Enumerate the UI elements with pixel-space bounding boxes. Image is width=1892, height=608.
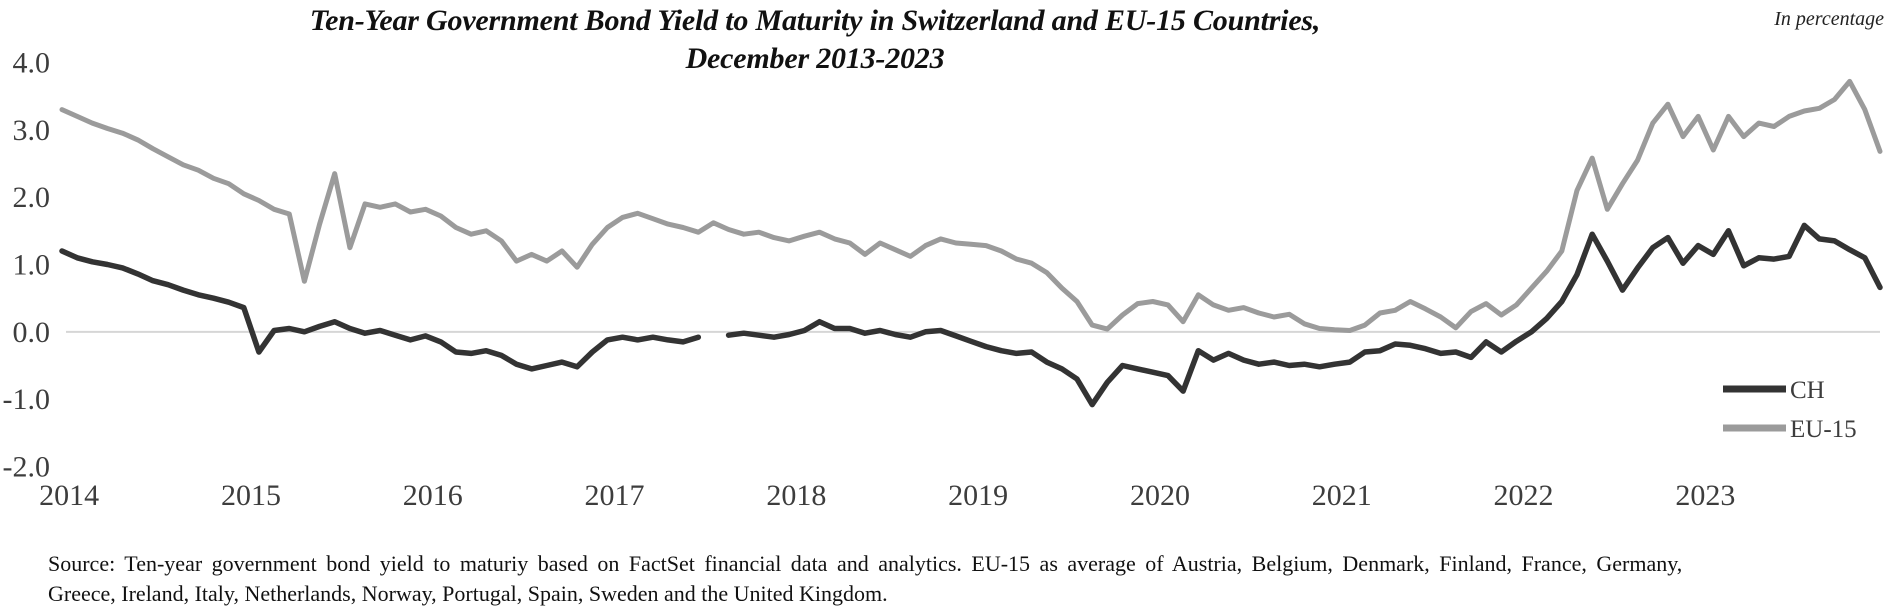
x-axis-tick-label: 2014 bbox=[39, 479, 99, 512]
y-axis-tick-label: 4.0 bbox=[13, 47, 51, 80]
x-axis-tick-label: 2015 bbox=[221, 479, 281, 512]
x-axis-tick-label: 2020 bbox=[1130, 479, 1190, 512]
x-axis-tick-label: 2018 bbox=[766, 479, 826, 512]
y-axis-tick-label: 0.0 bbox=[13, 316, 51, 349]
y-axis-tick-label: 3.0 bbox=[13, 114, 51, 147]
source-note: Source: Ten-year government bond yield t… bbox=[48, 549, 1876, 608]
x-axis-tick-label: 2023 bbox=[1675, 479, 1735, 512]
chart-title-line2: December 2013-2023 bbox=[685, 42, 945, 75]
x-axis-tick-label: 2017 bbox=[585, 479, 645, 512]
series-line-CH bbox=[59, 248, 702, 372]
source-line1: Source: Ten-year government bond yield t… bbox=[48, 551, 1683, 576]
y-axis-tick-label: -1.0 bbox=[3, 383, 51, 416]
y-axis-tick-label: 2.0 bbox=[13, 181, 51, 214]
source-line2: Greece, Ireland, Italy, Netherlands, Nor… bbox=[48, 581, 888, 606]
legend-label-CH: CH bbox=[1790, 377, 1825, 404]
y-axis-tick-label: 1.0 bbox=[13, 249, 51, 282]
x-axis-tick-label: 2022 bbox=[1494, 479, 1554, 512]
y-axis-tick-label: -2.0 bbox=[3, 451, 51, 484]
series-line-EU-15 bbox=[59, 78, 1883, 333]
series-line-CH bbox=[725, 222, 1883, 408]
chart-title-line1: Ten-Year Government Bond Yield to Maturi… bbox=[309, 4, 1321, 37]
x-axis-tick-label: 2021 bbox=[1312, 479, 1372, 512]
unit-note-label: In percentage bbox=[1774, 8, 1884, 30]
chart-title: Ten-Year Government Bond Yield to Maturi… bbox=[0, 2, 1630, 78]
x-axis-tick-label: 2019 bbox=[948, 479, 1008, 512]
x-axis-tick-label: 2016 bbox=[403, 479, 463, 512]
legend-label-EU-15: EU-15 bbox=[1790, 416, 1857, 443]
